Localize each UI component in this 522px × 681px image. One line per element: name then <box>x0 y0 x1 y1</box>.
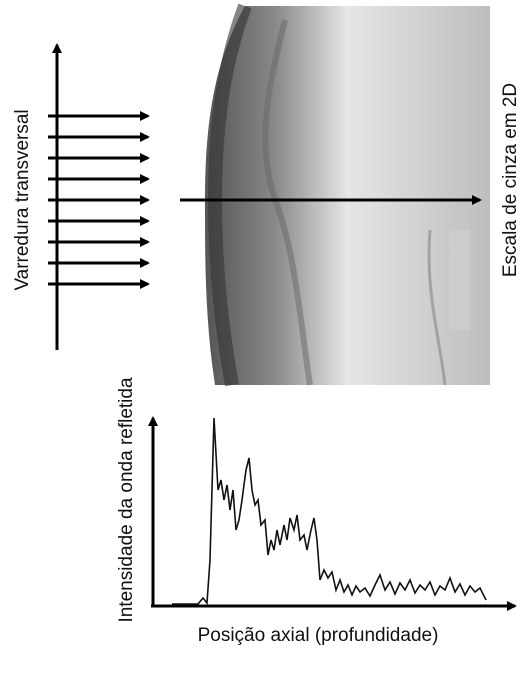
x-axis-label: Posição axial (profundidade) <box>198 625 439 646</box>
oct-image <box>205 6 490 385</box>
diagram: Varredura transversal Escala de cinza em… <box>0 0 522 681</box>
a-scan-plot <box>151 418 515 606</box>
grayscale-label: Escala de cinza em 2D <box>500 83 521 277</box>
scan-label: Varredura transversal <box>12 109 33 290</box>
y-axis-label: Intensidade da onda refletida <box>116 377 137 623</box>
